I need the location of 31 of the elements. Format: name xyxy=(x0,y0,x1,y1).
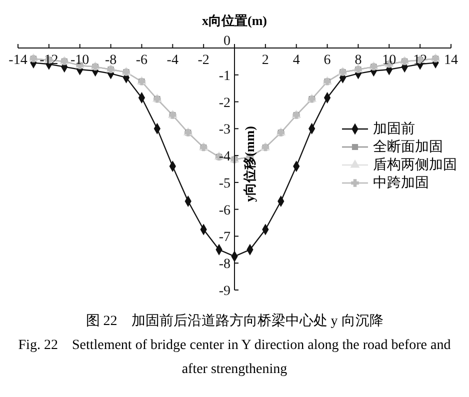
y-tick-label: -8 xyxy=(218,257,230,272)
x-tick-label: -6 xyxy=(136,53,148,68)
legend-label: 中跨加固 xyxy=(373,174,429,192)
caption: 图 22 加固前后沿道路方向桥梁中心处 y 向沉降 xyxy=(84,312,384,331)
y-tick-label: -4 xyxy=(218,150,230,165)
x-tick-label: -10 xyxy=(70,53,90,68)
x-tick-label: 10 xyxy=(382,53,396,68)
x-tick-label: 4 xyxy=(292,53,300,68)
y-tick-label: -6 xyxy=(218,203,230,218)
y-tick-label: -7 xyxy=(218,230,230,246)
legend-label: 盾构两侧加固 xyxy=(373,156,457,174)
legend-label: 加固前 xyxy=(373,120,415,138)
x-tick-label: -4 xyxy=(166,53,178,68)
x-tick-label: 2 xyxy=(262,53,269,68)
y-tick-label: -2 xyxy=(218,96,230,111)
x-tick-label: -2 xyxy=(198,53,210,68)
x-tick-label: 6 xyxy=(324,53,331,68)
x-tick-label: 8 xyxy=(354,53,362,68)
y-tick-label: -1 xyxy=(218,68,230,84)
x-tick-label: -8 xyxy=(104,53,117,68)
y-tick-label: -3 xyxy=(218,122,230,138)
y-tick-label: -5 xyxy=(218,176,230,192)
x-tick-label: -12 xyxy=(40,53,58,68)
legend-label: 全断面加固 xyxy=(373,138,443,156)
y-tick-label: 0 xyxy=(224,34,230,49)
caption: Fig. 22 Settlement of bridge center in Y direction along the road before and after strengthening xyxy=(17,337,452,379)
y-tick-label: -9 xyxy=(218,284,230,299)
x-tick-label: -14 xyxy=(8,53,28,68)
x-axis-title: x向位置(m) xyxy=(201,12,268,30)
x-tick-label: 14 xyxy=(444,53,458,68)
y-axis-title: y向位移(mm) xyxy=(240,124,258,204)
